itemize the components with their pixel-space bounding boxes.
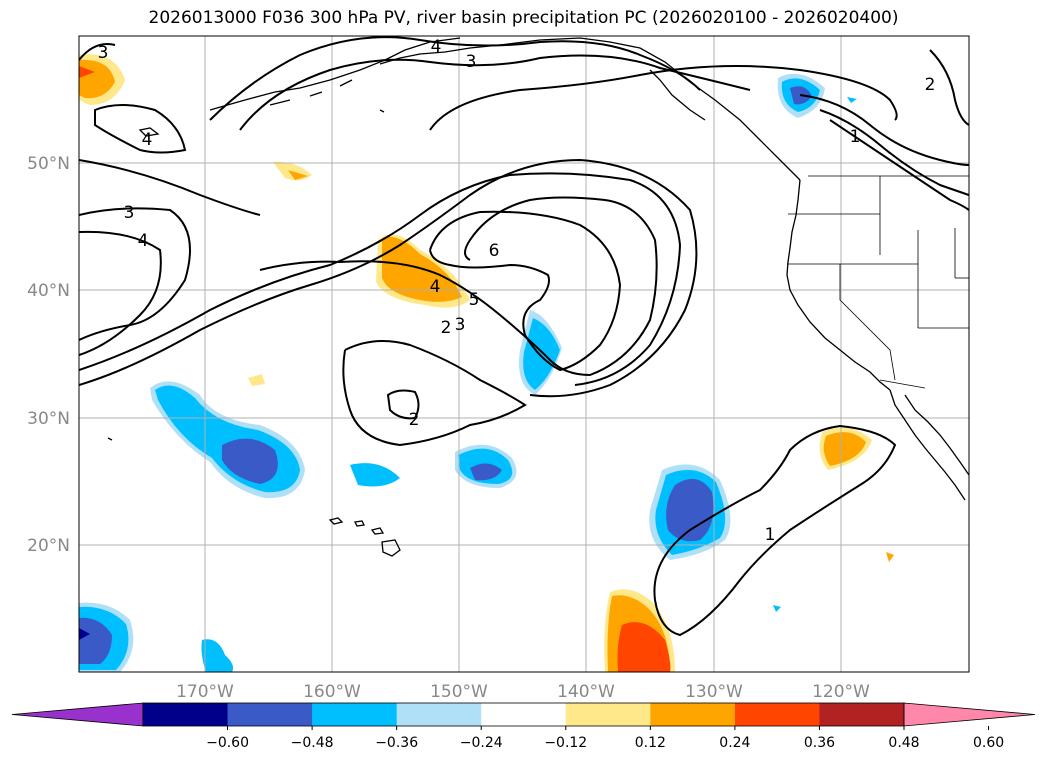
negative-anomaly — [201, 639, 234, 672]
colorbar-segment — [227, 703, 313, 726]
contour-label: 1 — [765, 525, 776, 545]
positive-anomaly — [79, 66, 95, 78]
colorbar-segment — [481, 703, 567, 726]
colorbar-tick-label: −0.60 — [206, 735, 249, 751]
contour-label: 2 — [441, 318, 452, 338]
contour-label: 6 — [489, 241, 500, 261]
colorbar-labels: −0.60 −0.48 −0.36 −0.24 −0.12 0.12 0.24 0.36 0.4… — [206, 726, 1004, 751]
longitude-labels: 170°W 160°W 150°W 140°W 130°W 120°W — [176, 682, 870, 702]
colorbar-tick-label: 0.48 — [888, 735, 919, 751]
negative-anomaly — [79, 617, 112, 664]
negative-anomaly — [847, 97, 857, 103]
colorbar-tick-label: −0.24 — [460, 735, 503, 751]
lon-label: 140°W — [557, 682, 615, 702]
positive-anomaly — [617, 622, 671, 672]
grid-lines — [79, 36, 969, 672]
colorbar-tick-label: 0.12 — [635, 735, 666, 751]
negative-anomaly — [773, 605, 781, 612]
negative-anomaly — [222, 438, 278, 484]
lon-label: 160°W — [303, 682, 361, 702]
map-area — [79, 36, 969, 672]
colorbar-tick-label: −0.36 — [375, 735, 418, 751]
negative-anomaly — [350, 463, 400, 487]
colorbar-segment — [143, 703, 229, 726]
contour-label: 3 — [455, 315, 466, 335]
map-title: 2026013000 F036 300 hPa PV, river basin … — [148, 8, 899, 28]
lon-label: 170°W — [176, 682, 234, 702]
coastlines — [107, 37, 969, 557]
map-frame — [78, 35, 970, 673]
contour-label: 3 — [466, 52, 477, 72]
lon-label: 130°W — [685, 682, 743, 702]
negative-anomaly — [470, 463, 502, 481]
contour-label: 2 — [409, 410, 420, 430]
borders — [787, 175, 969, 389]
latitude-labels: 50°N 40°N 30°N 20°N — [27, 154, 70, 556]
colorbar-segment — [734, 703, 820, 726]
lat-label: 20°N — [27, 536, 70, 556]
positive-anomaly — [288, 170, 308, 180]
colorbar-segment — [819, 703, 905, 726]
contour-label: 3 — [124, 203, 135, 223]
lon-label: 150°W — [430, 682, 488, 702]
contour-label: 3 — [98, 43, 109, 63]
positive-anomaly — [886, 552, 894, 562]
colorbar-segment — [650, 703, 736, 726]
lat-label: 30°N — [27, 409, 70, 429]
negative-anomaly — [79, 628, 90, 640]
contour-label: 5 — [469, 290, 480, 310]
colorbar-segment — [312, 703, 398, 726]
contour-label: 2 — [925, 75, 936, 95]
colorbar-frame — [142, 702, 905, 727]
positive-anomaly — [823, 432, 866, 466]
colorbar-tick-label: 0.36 — [804, 735, 835, 751]
colorbar-segment — [565, 703, 651, 726]
contour-label: 1 — [850, 127, 861, 147]
contour-label: 4 — [431, 37, 442, 57]
negative-anomaly — [666, 478, 714, 542]
lon-label: 120°W — [812, 682, 870, 702]
contour-label: 4 — [430, 277, 441, 297]
colorbar-extend-low — [11, 702, 144, 727]
pv-contours — [79, 36, 969, 637]
contour-labels: 3 4 3 4 3 4 4 5 2 3 6 2 1 1 2 — [98, 37, 936, 545]
lat-label: 50°N — [27, 154, 70, 174]
colorbar-tick-label: −0.48 — [291, 735, 334, 751]
colorbar — [11, 702, 1036, 727]
colorbar-segment — [396, 703, 482, 726]
positive-anomaly — [248, 374, 265, 386]
negative-anomaly — [523, 318, 560, 390]
colorbar-tick-label: 0.24 — [719, 735, 750, 751]
contour-label: 4 — [138, 231, 149, 251]
contour-label: 4 — [142, 130, 153, 150]
colorbar-extend-high — [903, 702, 1036, 727]
colorbar-tick-label: 0.60 — [973, 735, 1004, 751]
colorbar-tick-label: −0.12 — [544, 735, 587, 751]
lat-label: 40°N — [27, 281, 70, 301]
